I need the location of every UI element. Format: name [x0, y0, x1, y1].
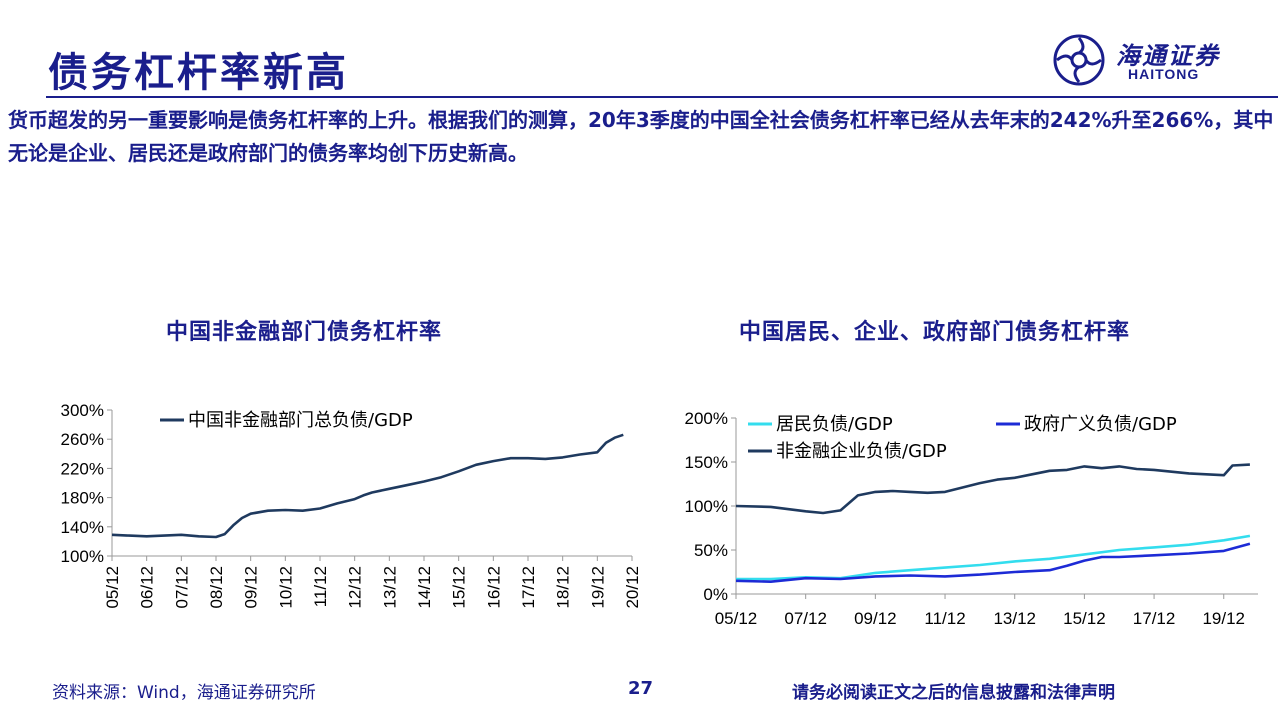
logo-english-text: HAITONG: [1128, 66, 1200, 82]
chart2-title: 中国居民、企业、政府部门债务杠杆率: [739, 319, 1131, 345]
chart1-x-tick-label: 16/12: [484, 566, 503, 609]
chart2-y-tick-label: 0%: [703, 585, 728, 604]
chart1-x-tick-label: 14/12: [415, 566, 434, 609]
chart1-legend-label-0: 中国非金融部门总负债/GDP: [188, 410, 413, 431]
chart1-leverage-total: 300% 260% 220% 180% 140% 100%05/12 06/12 07/12 0…: [61, 401, 642, 609]
chart1-series-line-0: [111, 433, 624, 539]
chart2-y-tick-label: 200%: [685, 409, 728, 428]
chart1-x-tick-label: 17/12: [519, 566, 538, 609]
chart2-x-tick-label: 07/12: [784, 609, 827, 628]
title-divider: [46, 96, 1278, 98]
chart1-x-tick-label: 10/12: [276, 566, 295, 609]
chart1-title: 中国非金融部门债务杠杆率: [166, 319, 443, 345]
chart2-y-tick-label: 150%: [685, 453, 728, 472]
chart1-x-tick-label: 11/12: [311, 566, 330, 607]
chart2-legend-label-0: 居民负债/GDP: [776, 414, 893, 435]
chart2-x-tick-label: 19/12: [1202, 609, 1245, 628]
chart1-x-tick-label: 13/12: [380, 566, 399, 609]
chart1-x-tick-label: 15/12: [450, 566, 469, 609]
chart2-x-tick-label: 17/12: [1133, 609, 1176, 628]
chart2-series-line-2: [735, 463, 1250, 515]
chart1-y-tick-label: 260%: [61, 430, 104, 449]
chart2-legend-label-1: 政府广义负债/GDP: [1024, 414, 1177, 435]
footer-source: 资料来源：Wind，海通证券研究所: [52, 683, 316, 703]
page-title: 债务杠杆率新高: [48, 49, 349, 96]
chart1-y-tick-label: 300%: [61, 401, 104, 420]
chart1-x-tick-label: 18/12: [554, 566, 573, 609]
chart1-x-tick-label: 05/12: [103, 566, 122, 609]
chart2-legend-label-2: 非金融企业负债/GDP: [776, 441, 947, 462]
chart1-x-tick-label: 06/12: [138, 566, 157, 609]
logo-chinese-text: 海通证券: [1116, 41, 1220, 70]
chart1-x-tick-label: 20/12: [623, 566, 642, 609]
chart1-x-tick-label: 09/12: [242, 566, 261, 609]
chart2-y-tick-label: 100%: [685, 497, 728, 516]
chart1-x-tick-label: 07/12: [172, 566, 191, 609]
chart1-y-tick-label: 180%: [61, 489, 104, 508]
chart2-x-tick-label: 15/12: [1063, 609, 1106, 628]
page-number: 27: [628, 678, 654, 699]
chart1-y-tick-label: 100%: [61, 547, 104, 566]
chart2-x-tick-label: 11/12: [924, 609, 965, 628]
chart2-series-line-1: [735, 542, 1251, 583]
haitong-logo-icon: [1053, 34, 1105, 86]
chart1-x-tick-label: 12/12: [346, 566, 365, 609]
chart2-y-tick-label: 50%: [694, 541, 728, 560]
chart2-x-tick-label: 09/12: [854, 609, 897, 628]
haitong-logo: 海通证券 HAITONG: [1052, 34, 1252, 86]
chart1-x-tick-label: 08/12: [207, 566, 226, 609]
intro-paragraph: 货币超发的另一重要影响是债务杠杆率的上升。根据我们的测算，20年3季度的中国全社…: [8, 108, 1274, 165]
chart2-x-tick-label: 05/12: [715, 609, 758, 628]
footer-disclaimer-link[interactable]: 请务必阅读正文之后的信息披露和法律声明: [792, 683, 1115, 703]
chart2-x-tick-label: 13/12: [993, 609, 1036, 628]
chart1-y-tick-label: 140%: [61, 518, 104, 537]
chart1-x-tick-label: 19/12: [588, 566, 607, 609]
chart2-leverage-sectors: 200% 150% 100% 50% 0% 05/12 07/12 09/12 11/12 13/…: [685, 409, 1258, 628]
chart1-y-tick-label: 220%: [61, 459, 104, 478]
